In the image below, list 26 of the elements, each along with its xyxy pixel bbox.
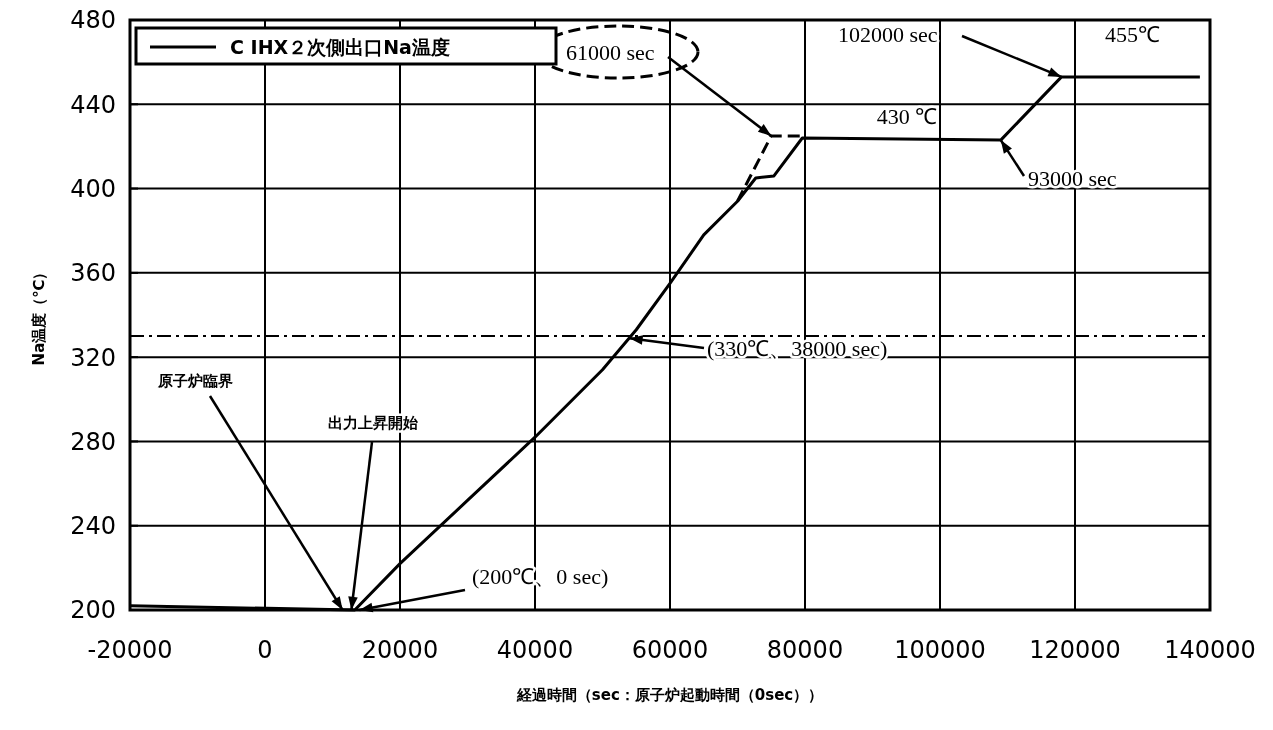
x-tick-label: 140000 [1164,636,1256,664]
x-tick-label: 40000 [496,636,574,664]
y-axis-title: Na温度（℃） [30,264,48,366]
x-tick-label: 120000 [1029,636,1121,664]
legend-label: C IHX２次側出口Na温度 [230,35,450,58]
x-tick-label: 0 [257,636,273,664]
x-tick-label: 100000 [894,636,986,664]
annotation: 102000 sec [838,22,938,47]
annotation: 455℃ [1105,22,1160,47]
annotation: 430 ℃ [876,103,938,129]
y-tick-label: 200 [70,596,116,625]
annotation: 61000 sec [566,40,655,65]
x-axis-title: 経過時間（sec：原子炉起動時間（0sec）） [515,686,824,704]
y-tick-label: 400 [70,174,116,203]
annotation: (200℃、0 sec) [472,564,609,589]
y-tick-label: 440 [70,90,116,119]
y-tick-label: 480 [70,6,116,35]
x-tick-label: 60000 [631,636,709,664]
y-tick-label: 320 [70,343,116,372]
y-tick-label: 240 [70,512,116,541]
annotation: 原子炉臨界 [157,372,233,390]
y-tick-label: 280 [70,427,116,456]
y-tick-label: 360 [70,259,116,288]
x-tick-label: 20000 [361,636,439,664]
x-tick-label: -20000 [87,636,173,664]
x-tick-label: 80000 [766,636,844,664]
